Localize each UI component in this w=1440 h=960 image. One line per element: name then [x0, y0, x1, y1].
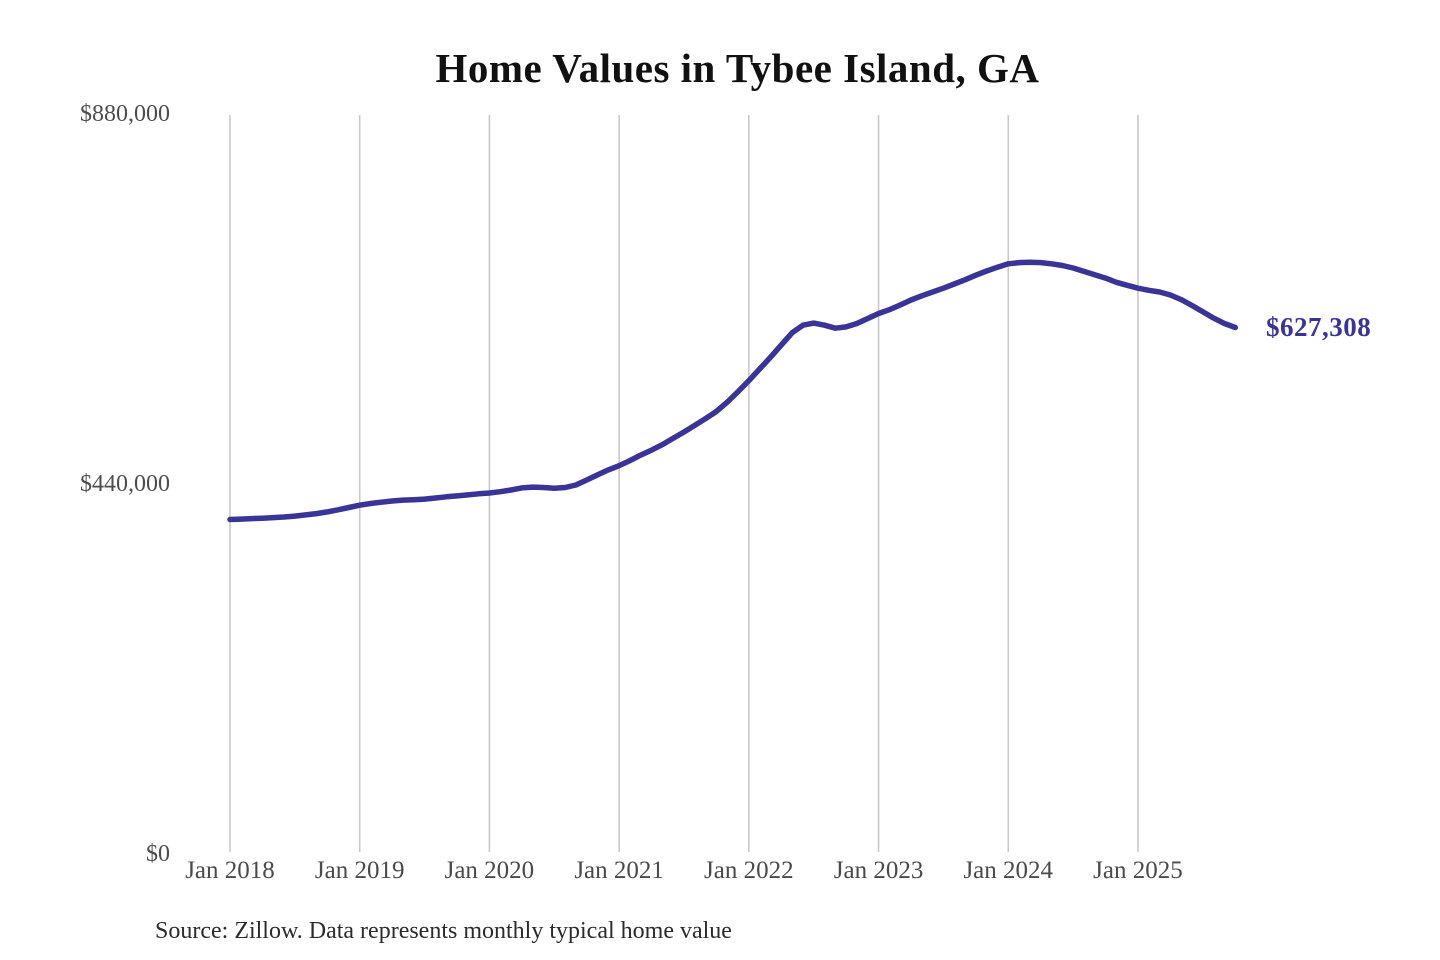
- y-tick-label: $880,000: [80, 101, 170, 127]
- y-tick-label: $0: [146, 841, 170, 867]
- x-tick-label: Jan 2025: [1093, 857, 1183, 884]
- x-tick-label: Jan 2018: [185, 857, 275, 884]
- x-tick-label: Jan 2022: [704, 857, 794, 884]
- y-tick-label: $440,000: [80, 471, 170, 497]
- home-value-line: [227, 259, 1239, 523]
- source-note: Source: Zillow. Data represents monthly …: [155, 918, 732, 944]
- x-tick-label: Jan 2019: [314, 857, 405, 884]
- x-tick-label: Jan 2024: [963, 857, 1054, 884]
- chart-title: Home Values in Tybee Island, GA: [435, 45, 1040, 91]
- x-tick-label: Jan 2020: [444, 857, 535, 884]
- latest-value-label: $627,308: [1266, 312, 1372, 343]
- x-tick-label: Jan 2021: [574, 857, 664, 884]
- x-tick-label: Jan 2023: [833, 857, 924, 884]
